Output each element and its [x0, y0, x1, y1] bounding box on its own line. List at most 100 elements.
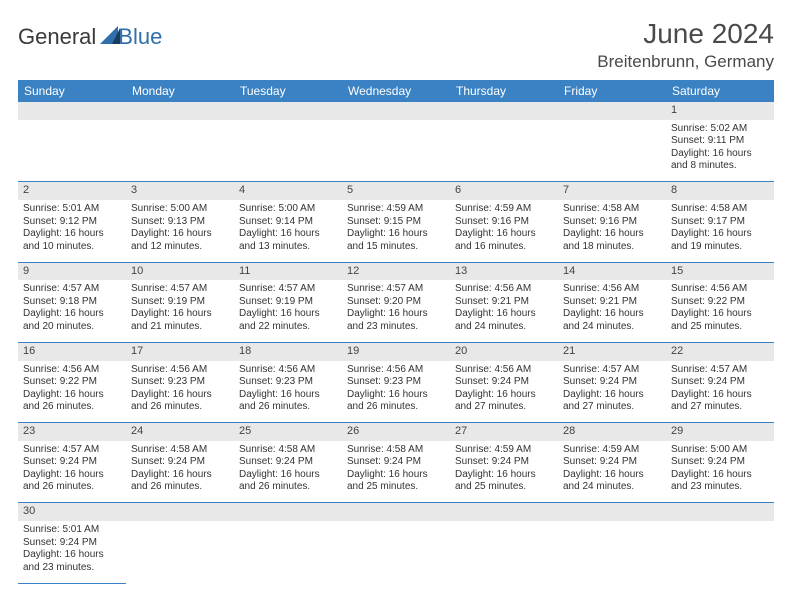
- day-number-cell: 15: [666, 262, 774, 280]
- sunset-line: Sunset: 9:21 PM: [563, 296, 661, 309]
- day-cell: Sunrise: 4:56 AMSunset: 9:23 PMDaylight:…: [342, 361, 450, 423]
- sunset-line: Sunset: 9:24 PM: [23, 456, 121, 469]
- week-row: Sunrise: 4:57 AMSunset: 9:18 PMDaylight:…: [18, 280, 774, 342]
- day-number-cell: 20: [450, 342, 558, 360]
- sunrise-line: Sunrise: 4:56 AM: [23, 364, 121, 377]
- day-cell: Sunrise: 4:57 AMSunset: 9:19 PMDaylight:…: [126, 280, 234, 342]
- day-cell: [342, 521, 450, 583]
- sunset-line: Sunset: 9:16 PM: [563, 216, 661, 229]
- day-cell: Sunrise: 4:58 AMSunset: 9:24 PMDaylight:…: [126, 441, 234, 503]
- day-number-cell: [342, 102, 450, 120]
- logo: General Blue: [18, 24, 162, 50]
- day-cell: Sunrise: 5:00 AMSunset: 9:13 PMDaylight:…: [126, 200, 234, 262]
- day-number-cell: 26: [342, 423, 450, 441]
- day-header: Sunday: [18, 80, 126, 102]
- sunset-line: Sunset: 9:24 PM: [131, 456, 229, 469]
- daynum-row: 30: [18, 503, 774, 521]
- sunset-line: Sunset: 9:22 PM: [23, 376, 121, 389]
- daylight-line: Daylight: 16 hours and 15 minutes.: [347, 228, 445, 253]
- daylight-line: Daylight: 16 hours and 26 minutes.: [131, 469, 229, 494]
- daylight-line: Daylight: 16 hours and 27 minutes.: [455, 389, 553, 414]
- calendar-body: 1Sunrise: 5:02 AMSunset: 9:11 PMDaylight…: [18, 102, 774, 583]
- daynum-row: 1: [18, 102, 774, 120]
- sunrise-line: Sunrise: 5:01 AM: [23, 203, 121, 216]
- day-number-cell: 7: [558, 182, 666, 200]
- sunset-line: Sunset: 9:12 PM: [23, 216, 121, 229]
- daylight-line: Daylight: 16 hours and 25 minutes.: [455, 469, 553, 494]
- day-cell: [558, 120, 666, 182]
- daylight-line: Daylight: 16 hours and 24 minutes.: [563, 469, 661, 494]
- day-cell: Sunrise: 4:57 AMSunset: 9:18 PMDaylight:…: [18, 280, 126, 342]
- day-cell: Sunrise: 5:00 AMSunset: 9:14 PMDaylight:…: [234, 200, 342, 262]
- daylight-line: Daylight: 16 hours and 16 minutes.: [455, 228, 553, 253]
- sunrise-line: Sunrise: 4:56 AM: [347, 364, 445, 377]
- day-number-cell: 16: [18, 342, 126, 360]
- sunset-line: Sunset: 9:23 PM: [131, 376, 229, 389]
- day-number-cell: 24: [126, 423, 234, 441]
- sunrise-line: Sunrise: 5:01 AM: [23, 524, 121, 537]
- day-cell: [234, 521, 342, 583]
- sunrise-line: Sunrise: 4:57 AM: [563, 364, 661, 377]
- day-number-cell: 25: [234, 423, 342, 441]
- daylight-line: Daylight: 16 hours and 24 minutes.: [455, 308, 553, 333]
- sunrise-line: Sunrise: 4:58 AM: [131, 444, 229, 457]
- daynum-row: 23242526272829: [18, 423, 774, 441]
- sunset-line: Sunset: 9:14 PM: [239, 216, 337, 229]
- day-number-cell: 5: [342, 182, 450, 200]
- day-number-cell: [450, 503, 558, 521]
- daynum-row: 2345678: [18, 182, 774, 200]
- day-cell: [342, 120, 450, 182]
- daylight-line: Daylight: 16 hours and 22 minutes.: [239, 308, 337, 333]
- sunset-line: Sunset: 9:24 PM: [347, 456, 445, 469]
- day-cell: Sunrise: 4:59 AMSunset: 9:24 PMDaylight:…: [558, 441, 666, 503]
- day-header-row: Sunday Monday Tuesday Wednesday Thursday…: [18, 80, 774, 102]
- day-number-cell: 3: [126, 182, 234, 200]
- day-number-cell: 13: [450, 262, 558, 280]
- daylight-line: Daylight: 16 hours and 26 minutes.: [131, 389, 229, 414]
- day-cell: Sunrise: 4:56 AMSunset: 9:21 PMDaylight:…: [450, 280, 558, 342]
- daylight-line: Daylight: 16 hours and 25 minutes.: [347, 469, 445, 494]
- header: General Blue June 2024 Breitenbrunn, Ger…: [18, 18, 774, 72]
- day-cell: Sunrise: 4:59 AMSunset: 9:16 PMDaylight:…: [450, 200, 558, 262]
- page-title: June 2024: [597, 18, 774, 50]
- logo-text-blue: Blue: [118, 24, 162, 50]
- daylight-line: Daylight: 16 hours and 8 minutes.: [671, 148, 769, 173]
- daylight-line: Daylight: 16 hours and 21 minutes.: [131, 308, 229, 333]
- sunrise-line: Sunrise: 5:00 AM: [239, 203, 337, 216]
- daylight-line: Daylight: 16 hours and 25 minutes.: [671, 308, 769, 333]
- daylight-line: Daylight: 16 hours and 10 minutes.: [23, 228, 121, 253]
- day-number-cell: 19: [342, 342, 450, 360]
- day-cell: Sunrise: 4:59 AMSunset: 9:15 PMDaylight:…: [342, 200, 450, 262]
- daylight-line: Daylight: 16 hours and 27 minutes.: [671, 389, 769, 414]
- sunset-line: Sunset: 9:24 PM: [671, 456, 769, 469]
- sunrise-line: Sunrise: 5:00 AM: [131, 203, 229, 216]
- daylight-line: Daylight: 16 hours and 24 minutes.: [563, 308, 661, 333]
- sunrise-line: Sunrise: 4:58 AM: [671, 203, 769, 216]
- day-cell: Sunrise: 5:02 AMSunset: 9:11 PMDaylight:…: [666, 120, 774, 182]
- sunrise-line: Sunrise: 4:58 AM: [563, 203, 661, 216]
- day-number-cell: [126, 503, 234, 521]
- day-header: Wednesday: [342, 80, 450, 102]
- day-cell: [126, 120, 234, 182]
- sunset-line: Sunset: 9:15 PM: [347, 216, 445, 229]
- day-header: Tuesday: [234, 80, 342, 102]
- daynum-row: 16171819202122: [18, 342, 774, 360]
- day-header: Saturday: [666, 80, 774, 102]
- daylight-line: Daylight: 16 hours and 23 minutes.: [347, 308, 445, 333]
- sunrise-line: Sunrise: 4:58 AM: [239, 444, 337, 457]
- sunset-line: Sunset: 9:24 PM: [455, 376, 553, 389]
- sunset-line: Sunset: 9:23 PM: [347, 376, 445, 389]
- week-row: Sunrise: 5:01 AMSunset: 9:12 PMDaylight:…: [18, 200, 774, 262]
- sunrise-line: Sunrise: 4:56 AM: [239, 364, 337, 377]
- daylight-line: Daylight: 16 hours and 26 minutes.: [23, 469, 121, 494]
- day-cell: Sunrise: 4:56 AMSunset: 9:23 PMDaylight:…: [126, 361, 234, 423]
- day-cell: Sunrise: 4:58 AMSunset: 9:24 PMDaylight:…: [342, 441, 450, 503]
- day-number-cell: 14: [558, 262, 666, 280]
- day-cell: [126, 521, 234, 583]
- day-cell: [558, 521, 666, 583]
- day-cell: Sunrise: 4:58 AMSunset: 9:16 PMDaylight:…: [558, 200, 666, 262]
- week-row: Sunrise: 5:02 AMSunset: 9:11 PMDaylight:…: [18, 120, 774, 182]
- day-cell: Sunrise: 4:59 AMSunset: 9:24 PMDaylight:…: [450, 441, 558, 503]
- day-cell: [450, 120, 558, 182]
- sunrise-line: Sunrise: 5:00 AM: [671, 444, 769, 457]
